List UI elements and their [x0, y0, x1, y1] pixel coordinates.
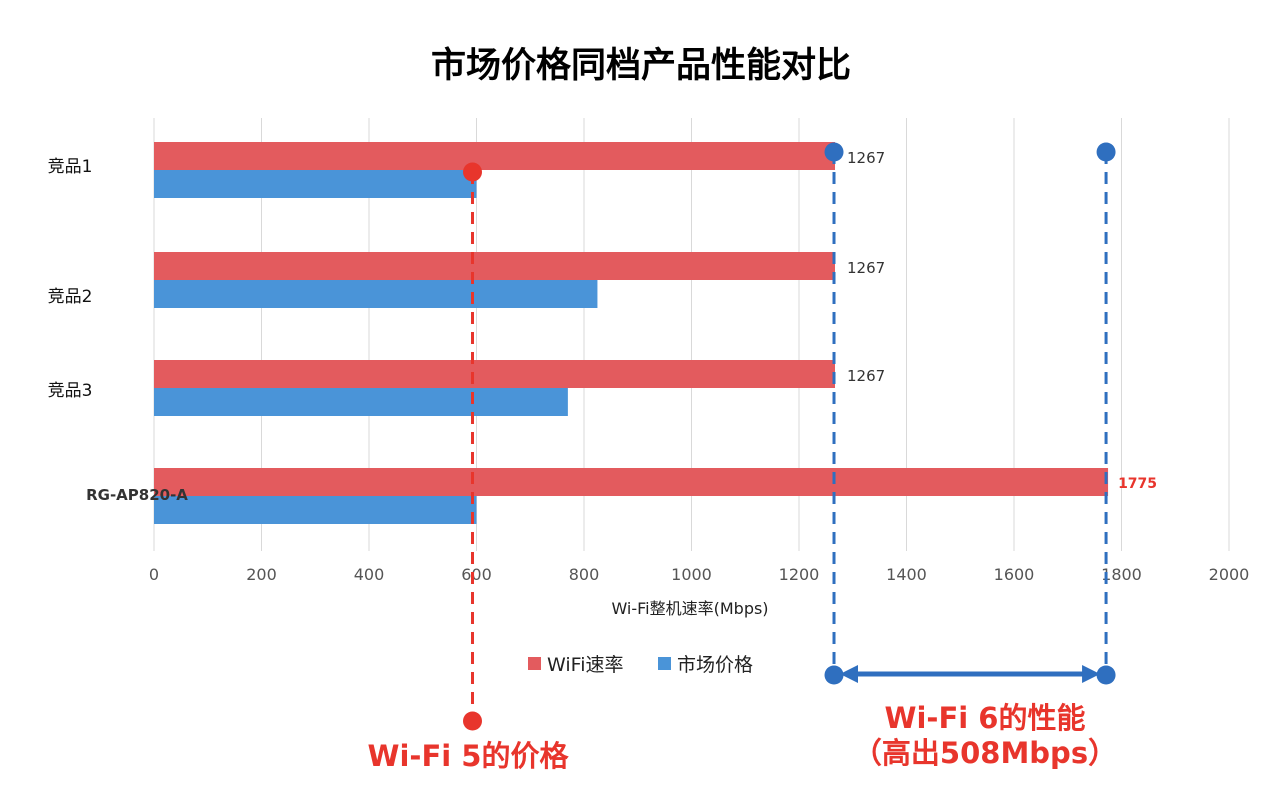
- chart-title: 市场价格同档产品性能对比: [431, 46, 851, 86]
- data-label: 1775: [1118, 476, 1157, 492]
- bar: [154, 360, 836, 388]
- bar: [154, 170, 477, 198]
- x-tick-label: 800: [569, 565, 600, 584]
- performance-line-bottom-dot: [824, 665, 844, 685]
- bar: [154, 142, 836, 170]
- bar: [154, 388, 568, 416]
- x-tick-label: 0: [149, 565, 159, 584]
- x-tick-label: 200: [246, 565, 277, 584]
- legend: WiFi速率 市场价格: [528, 654, 753, 676]
- category-label: 竞品3: [48, 381, 93, 401]
- legend-label: WiFi速率: [547, 654, 623, 676]
- data-label: 1267: [847, 149, 885, 167]
- data-label: 1267: [847, 259, 885, 277]
- x-tick-label: 1800: [1101, 565, 1142, 584]
- x-tick-label: 600: [461, 565, 492, 584]
- x-tick-label: 1000: [671, 565, 712, 584]
- price-annotation-text: Wi-Fi 5的价格: [368, 739, 570, 773]
- x-tick-label: 400: [354, 565, 385, 584]
- x-tick-label: 1200: [779, 565, 820, 584]
- bar: [154, 496, 477, 524]
- bars-group: [154, 142, 1109, 524]
- performance-annotation-line2: （高出508Mbps）: [853, 736, 1117, 770]
- bar: [154, 280, 598, 308]
- performance-line-top-dot: [824, 142, 844, 162]
- x-tick-label: 1400: [886, 565, 927, 584]
- price-line-top-dot: [463, 162, 482, 182]
- legend-label: 市场价格: [677, 654, 753, 676]
- category-label: 竞品1: [48, 157, 93, 177]
- x-axis-label: Wi-Fi整机速率(Mbps): [611, 599, 768, 618]
- performance-annotation-line1: Wi-Fi 6的性能: [885, 701, 1086, 735]
- data-labels: 1267 1267 1267 1775: [847, 149, 1157, 492]
- arrow-head-right: [1082, 665, 1101, 683]
- bar: [154, 468, 1109, 496]
- x-tick-labels: 0 200 400 600 800 1000 1200 1400 1600 1800 2000: [149, 565, 1249, 584]
- x-tick-label: 1600: [994, 565, 1035, 584]
- arrow-head-left: [840, 665, 859, 683]
- performance-line-bottom-dot: [1096, 665, 1116, 685]
- x-tick-label: 2000: [1209, 565, 1250, 584]
- legend-swatch: [528, 657, 541, 670]
- data-label: 1267: [847, 367, 885, 385]
- bar: [154, 252, 836, 280]
- category-labels: 竞品1 竞品2 竞品3 RG-AP820-A: [48, 157, 189, 504]
- price-line-bottom-dot: [463, 711, 482, 731]
- category-label: RG-AP820-A: [86, 486, 188, 504]
- performance-line-top-dot: [1096, 142, 1116, 162]
- annotations: Wi-Fi 5的价格 Wi-Fi 6的性能（高出508Mbps）: [368, 142, 1117, 773]
- legend-swatch: [658, 657, 671, 670]
- category-label: 竞品2: [48, 287, 93, 307]
